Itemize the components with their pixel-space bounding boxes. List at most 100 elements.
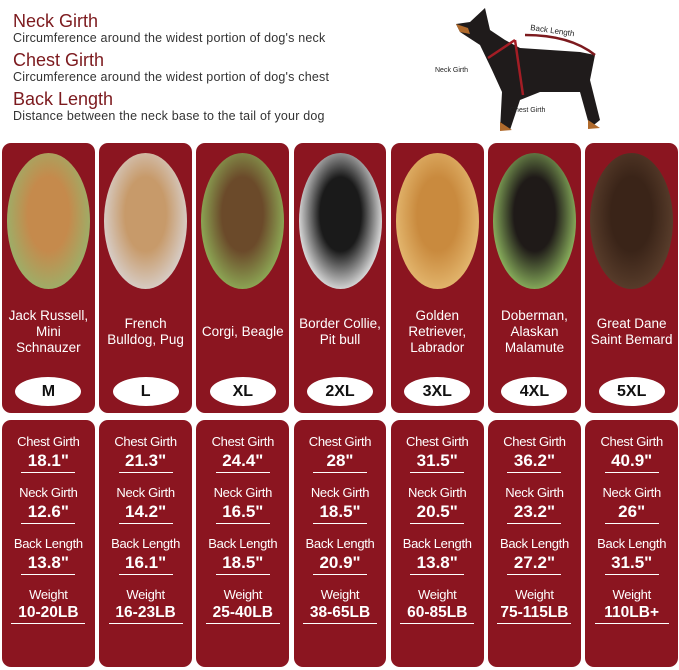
definition-0: Neck Girth Circumference around the wides… bbox=[13, 11, 325, 46]
chest-girth-value: 31.5" bbox=[410, 451, 465, 473]
dog-photo bbox=[104, 153, 188, 289]
definition-title: Chest Girth bbox=[13, 50, 105, 70]
chest-girth-label: Chest Girth bbox=[211, 434, 275, 449]
chest-girth-label: Chest Girth bbox=[308, 434, 372, 449]
breed-names: Golden Retriever, Labrador bbox=[408, 308, 467, 355]
weight-label: Weight bbox=[612, 587, 651, 602]
weight-value: 25-40LB bbox=[205, 604, 280, 624]
measurement-panel: Chest Girth 24.4" Neck Girth 16.5" Back … bbox=[196, 420, 290, 667]
breed-panel: Jack Russell, Mini Schnauzer M bbox=[2, 143, 95, 413]
back-length-label: Back Length bbox=[499, 536, 569, 551]
breed-panel: Golden Retriever, Labrador 3XL bbox=[390, 143, 484, 413]
chest-girth-label: Chest Girth bbox=[510, 107, 546, 114]
breed-names: Border Collie, Pit bull bbox=[299, 316, 381, 347]
neck-girth-value: 26" bbox=[604, 502, 659, 524]
weight-label: Weight bbox=[320, 587, 360, 602]
back-length-label: Back Length bbox=[13, 536, 83, 551]
size-badge: L bbox=[112, 377, 179, 406]
neck-girth-value: 16.5" bbox=[215, 502, 270, 524]
weight-value: 16-23LB bbox=[108, 604, 183, 624]
weight-label: Weight bbox=[126, 587, 165, 602]
measurement-panel: Chest Girth 18.1" Neck Girth 12.6" Back … bbox=[2, 420, 95, 667]
neck-girth-line bbox=[487, 38, 516, 60]
chest-girth-value: 36.2" bbox=[507, 451, 562, 473]
measurement-panel: Chest Girth 36.2" Neck Girth 23.2" Back … bbox=[488, 420, 581, 667]
neck-girth-label: Neck Girth bbox=[310, 485, 370, 500]
dog-photo bbox=[590, 153, 674, 289]
back-length-label: Back Length bbox=[208, 536, 278, 551]
definition-title: Back Length bbox=[13, 89, 114, 109]
chest-girth-label: Chest Girth bbox=[17, 434, 80, 449]
breed-names: Corgi, Beagle bbox=[201, 324, 284, 339]
chest-girth-value: 28" bbox=[313, 451, 368, 473]
breed-names: Doberman, Alaskan Malamute bbox=[501, 308, 568, 355]
neck-girth-label: Neck Girth bbox=[19, 485, 78, 500]
chest-girth-value: 24.4" bbox=[215, 451, 270, 473]
chest-girth-label: Chest Girth bbox=[503, 434, 566, 449]
neck-girth-value: 20.5" bbox=[410, 502, 465, 524]
definition-title: Neck Girth bbox=[13, 11, 99, 31]
dog-photo bbox=[6, 153, 90, 289]
weight-label: Weight bbox=[515, 587, 554, 602]
measurement-panel: Chest Girth 21.3" Neck Girth 14.2" Back … bbox=[99, 420, 192, 667]
neck-girth-label: Neck Girth bbox=[602, 485, 661, 500]
chest-girth-value: 40.9" bbox=[604, 451, 659, 473]
neck-girth-label: Neck Girth bbox=[116, 485, 175, 500]
weight-label: Weight bbox=[29, 587, 68, 602]
back-length-label: Back Length bbox=[597, 536, 667, 551]
back-length-value: 13.8" bbox=[410, 553, 465, 575]
breed-size-panels: Jack Russell, Mini Schnauzer M French Bu… bbox=[2, 143, 679, 413]
breed-names: Jack Russell, Mini Schnauzer bbox=[8, 308, 89, 355]
back-length-value: 27.2" bbox=[507, 553, 562, 575]
neck-girth-value: 23.2" bbox=[507, 502, 562, 524]
chest-girth-line bbox=[513, 39, 525, 96]
back-length-label: Back Length bbox=[305, 536, 375, 551]
breed-panel: Doberman, Alaskan Malamute 4XL bbox=[488, 143, 581, 413]
neck-girth-label: Neck Girth bbox=[408, 485, 467, 500]
back-length-label: Back Length bbox=[402, 536, 472, 551]
definition-2: Back Length Distance between the neck bas… bbox=[13, 89, 325, 124]
dog-photo bbox=[298, 153, 382, 289]
back-length-line bbox=[524, 33, 596, 56]
measurement-panel: Chest Girth 28" Neck Girth 18.5" Back Le… bbox=[293, 420, 387, 667]
breed-panel: Great Dane Saint Bemard 5XL bbox=[585, 143, 679, 413]
weight-value: 10-20LB bbox=[11, 604, 86, 624]
back-length-label: Back Length bbox=[111, 536, 181, 551]
neck-girth-label: Neck Girth bbox=[505, 485, 564, 500]
weight-value: 38-65LB bbox=[303, 604, 378, 624]
measurement-panel: Chest Girth 31.5" Neck Girth 20.5" Back … bbox=[390, 420, 484, 667]
size-badge: 5XL bbox=[598, 377, 665, 406]
breed-names: Great Dane Saint Bemard bbox=[590, 316, 673, 347]
breed-panel: French Bulldog, Pug L bbox=[99, 143, 192, 413]
size-badge: 4XL bbox=[501, 377, 568, 406]
dog-photo bbox=[395, 153, 479, 289]
chest-girth-label: Chest Girth bbox=[600, 434, 663, 449]
size-badge: XL bbox=[209, 377, 276, 406]
chest-girth-value: 21.3" bbox=[118, 451, 173, 473]
breed-names: French Bulldog, Pug bbox=[107, 316, 184, 347]
back-length-value: 16.1" bbox=[118, 553, 173, 575]
size-badge: M bbox=[15, 377, 82, 406]
weight-label: Weight bbox=[223, 587, 263, 602]
back-length-value: 31.5" bbox=[604, 553, 659, 575]
weight-value: 75-115LB bbox=[497, 604, 572, 624]
definition-text: Circumference around the widest portion … bbox=[13, 31, 326, 45]
chest-girth-label: Chest Girth bbox=[114, 434, 177, 449]
weight-value: 110LB+ bbox=[594, 604, 669, 624]
back-length-value: 13.8" bbox=[21, 553, 76, 575]
dog-measurement-diagram: Back Length Neck Girth Chest Girth bbox=[435, 8, 600, 131]
measurement-panel: Chest Girth 40.9" Neck Girth 26" Back Le… bbox=[585, 420, 679, 667]
definition-text: Distance between the neck base to the ta… bbox=[13, 109, 325, 123]
chest-girth-label: Chest Girth bbox=[406, 434, 469, 449]
neck-girth-value: 18.5" bbox=[313, 502, 368, 524]
neck-girth-label: Neck Girth bbox=[435, 67, 468, 74]
measurement-panels: Chest Girth 18.1" Neck Girth 12.6" Back … bbox=[2, 420, 679, 667]
definition-1: Chest Girth Circumference around the wide… bbox=[13, 50, 329, 85]
neck-girth-value: 12.6" bbox=[21, 502, 76, 524]
definition-text: Circumference around the widest portion … bbox=[13, 70, 330, 84]
size-badge: 2XL bbox=[307, 377, 374, 406]
back-length-value: 18.5" bbox=[215, 553, 270, 575]
weight-label: Weight bbox=[418, 587, 457, 602]
weight-value: 60-85LB bbox=[400, 604, 475, 624]
